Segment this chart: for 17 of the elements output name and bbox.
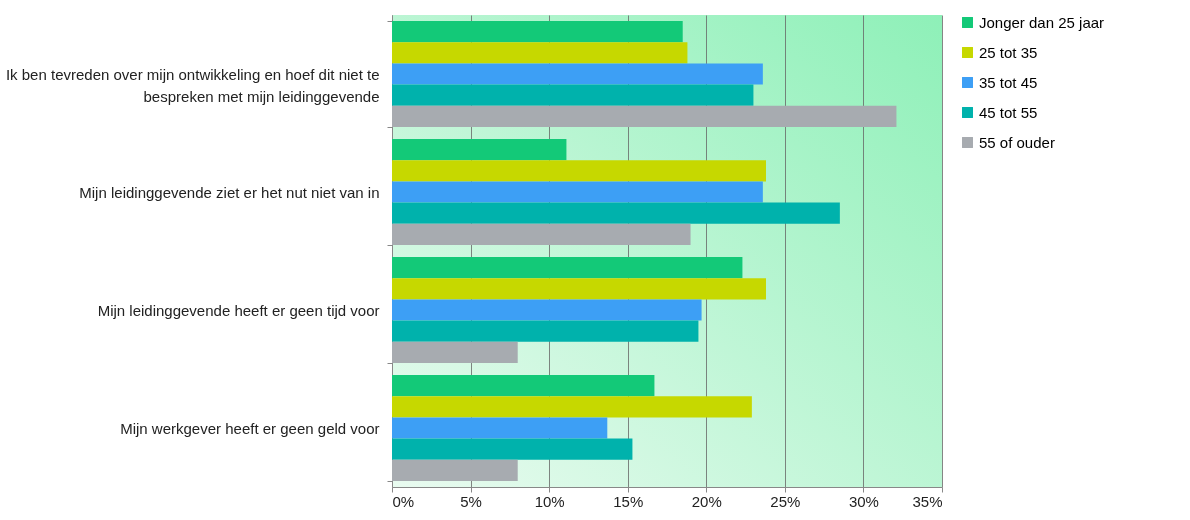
- y-tick-label: Mijn leidinggevende heeft er geen tijd voor: [97, 301, 380, 319]
- x-tick-label: 35%: [912, 492, 943, 510]
- legend-label: 25 tot 35: [979, 43, 1038, 61]
- x-tick-label: 20%: [691, 492, 722, 510]
- x-tick-label: 30%: [848, 492, 879, 510]
- x-tick-label: 25%: [770, 492, 801, 510]
- x-tick-label: 10%: [534, 492, 565, 510]
- legend-label: 45 tot 55: [979, 103, 1038, 121]
- x-tick-label: 5%: [460, 492, 482, 510]
- x-tick-label: 0%: [392, 492, 415, 510]
- legend-label: 35 tot 45: [979, 73, 1038, 91]
- legend-label: Jonger dan 25 jaar: [979, 13, 1105, 31]
- y-tick-label: Mijn leidinggevende ziet er het nut niet van in: [79, 183, 380, 201]
- legend-label: 55 of ouder: [979, 133, 1055, 151]
- y-tick-label: Ik ben tevreden over mijn ontwikkeling en hoef dit niet te bespreken met mijn leidinggevende: [5, 65, 380, 105]
- y-tick-label: Mijn werkgever heeft er geen geld voor: [120, 419, 380, 437]
- x-tick-label: 15%: [613, 492, 644, 510]
